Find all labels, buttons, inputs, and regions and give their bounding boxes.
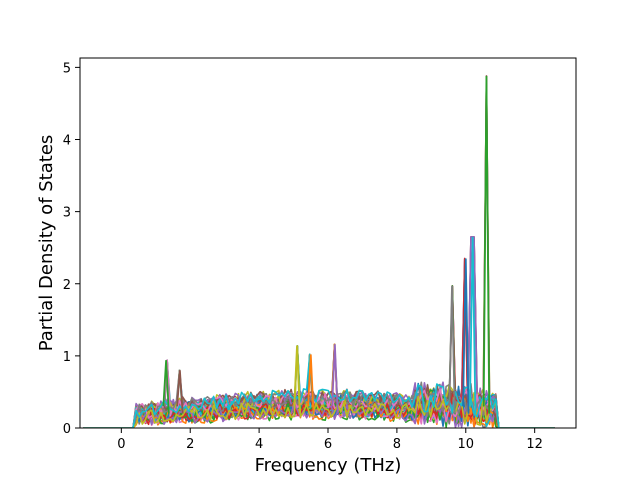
y-axis-label: Partial Density of States xyxy=(36,135,57,352)
x-tick-label: 10 xyxy=(458,437,475,452)
x-tick-label: 0 xyxy=(117,437,125,452)
peak-mark xyxy=(482,76,491,414)
peak-mark xyxy=(331,344,339,414)
peak-mark xyxy=(469,236,477,414)
y-tick-label: 1 xyxy=(63,350,71,365)
y-tick-label: 2 xyxy=(63,278,71,293)
x-tick-label: 6 xyxy=(324,437,332,452)
x-axis: 0 2 4 6 8 10 12 xyxy=(117,428,543,452)
x-tick-label: 12 xyxy=(526,437,543,452)
peak-mark xyxy=(293,345,301,414)
series-layer xyxy=(83,75,555,428)
peak-mark xyxy=(307,354,315,414)
y-tick-label: 0 xyxy=(63,422,71,437)
peak-mark xyxy=(176,370,184,414)
x-tick-label: 8 xyxy=(393,437,401,452)
peak-mark xyxy=(162,360,170,414)
peak-mark xyxy=(462,258,470,414)
x-tick-label: 4 xyxy=(255,437,263,452)
y-axis: 0 1 2 3 4 5 xyxy=(63,61,80,437)
y-tick-label: 3 xyxy=(63,206,71,221)
peak-mark xyxy=(448,285,456,414)
series-line xyxy=(83,353,555,428)
x-tick-label: 2 xyxy=(186,437,194,452)
y-tick-label: 4 xyxy=(63,134,71,149)
x-axis-label: Frequency (THz) xyxy=(255,455,402,476)
y-tick-label: 5 xyxy=(63,61,71,76)
